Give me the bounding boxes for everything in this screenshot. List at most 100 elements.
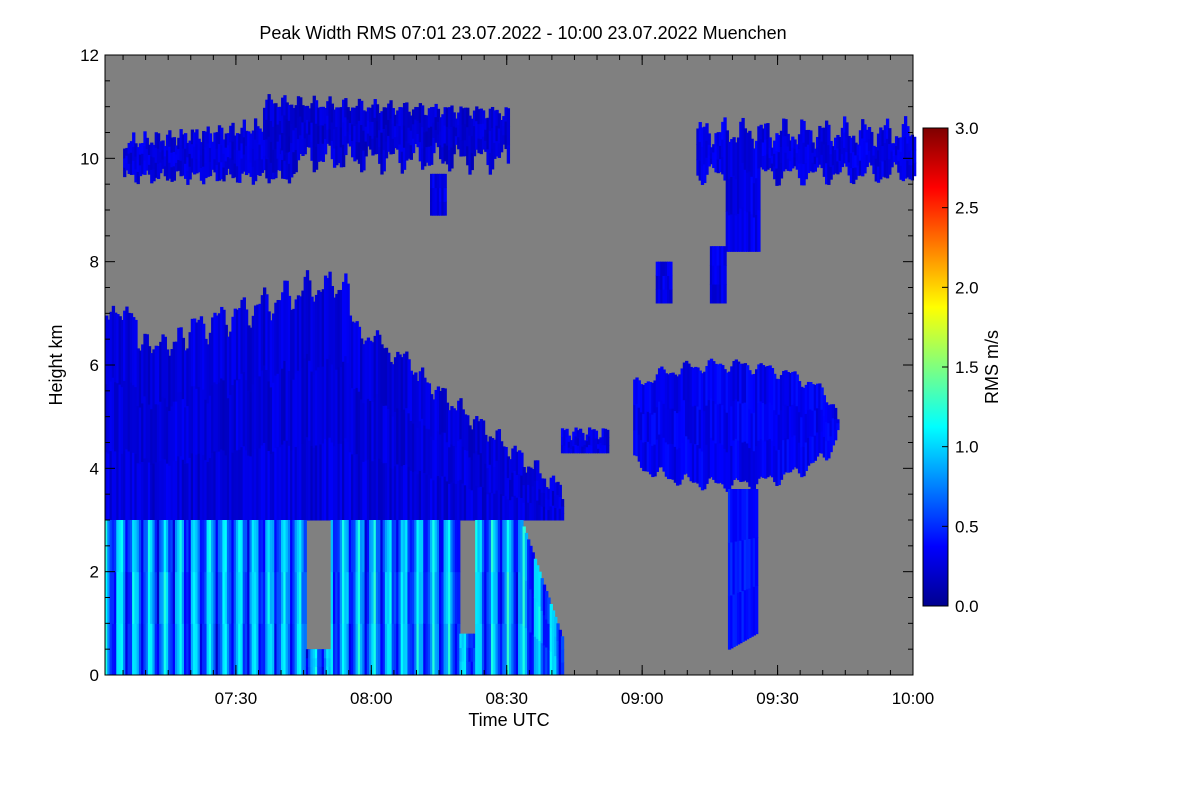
- cloud-mid-cell: [380, 344, 384, 404]
- altocumulus-cell: [655, 406, 659, 440]
- upper-cloud-east-cell: [791, 157, 795, 169]
- cloud-mid-cell: [387, 408, 391, 465]
- altocumulus-cell: [678, 410, 682, 449]
- cloud-mid-cell: [448, 410, 452, 448]
- boundary-layer-cell: [213, 571, 217, 624]
- boundary-layer-cell: [147, 571, 152, 624]
- boundary-layer-cell: [443, 520, 447, 573]
- upper-cloud-east-cell: [750, 213, 754, 252]
- upper-cloud-east-cell: [770, 147, 775, 156]
- altocumulus-cell: [777, 449, 781, 486]
- upper-cloud-center-cell: [454, 118, 459, 128]
- upper-cloud-center-cell: [269, 99, 274, 122]
- boundary-layer-cell: [533, 597, 538, 637]
- cloud-mid-cell: [150, 353, 154, 410]
- upper-cloud-east-cell: [707, 133, 711, 145]
- cloud-mid-cell: [341, 281, 346, 362]
- y-tick-label: 12: [80, 46, 99, 65]
- cloud-mid-cell: [183, 350, 188, 408]
- cloud-mid-cell: [170, 463, 174, 521]
- upper-cloud-west-cell: [141, 142, 145, 154]
- cloud-mid-cell: [292, 308, 296, 380]
- upper-cloud-west-cell: [256, 158, 260, 176]
- upper-cloud-east-cell: [703, 126, 707, 146]
- cloud-mid-cell: [258, 375, 262, 449]
- cloud-mid-cell: [312, 301, 316, 375]
- cloud-mid-cell: [488, 436, 492, 465]
- upper-cloud-east-cell: [834, 137, 838, 150]
- upper-cloud-center-cell: [269, 141, 274, 163]
- upper-cloud-center-cell: [400, 129, 404, 152]
- boundary-layer-cell: [497, 623, 502, 676]
- boundary-layer-cell: [199, 520, 204, 573]
- cloud-mid-cell: [247, 325, 251, 391]
- upper-cloud-west-cell: [229, 125, 233, 143]
- cloud-mid-cell: [445, 441, 450, 482]
- boundary-layer-cell: [461, 647, 465, 662]
- boundary-layer-cell: [439, 623, 443, 676]
- boundary-layer-cell: [188, 623, 192, 676]
- cloud-mid-cell: [226, 458, 231, 521]
- virga-cell: [739, 540, 743, 592]
- altocumulus-cell: [750, 412, 754, 452]
- boundary-layer-cell: [312, 666, 316, 676]
- boundary-layer-cell: [337, 520, 341, 573]
- upper-cloud-center-cell: [321, 106, 325, 126]
- upper-cloud-center-cell: [348, 134, 353, 147]
- cloud-mid-cell: [357, 326, 362, 392]
- upper-cloud-west-cell: [190, 129, 195, 145]
- upper-cloud-west-cell: [136, 159, 140, 172]
- upper-cloud-center-cell: [360, 148, 364, 173]
- altocumulus-cell: [804, 384, 808, 414]
- cloud-mid-cell: [339, 289, 344, 368]
- cloud-mid-cell: [156, 346, 161, 405]
- upper-cloud-center-cell: [355, 105, 359, 125]
- cloud-mid-cell: [391, 364, 395, 417]
- altocumulus-cell: [831, 431, 836, 446]
- boundary-layer-cell: [154, 571, 158, 624]
- boundary-layer-cell: [375, 520, 380, 573]
- boundary-layer-cell: [195, 623, 199, 676]
- upper-cloud-east-cell: [743, 210, 748, 252]
- boundary-layer-cell: [357, 623, 362, 676]
- upper-cloud-east-cell: [727, 214, 732, 252]
- upper-cloud-east-cell: [820, 141, 824, 155]
- altocumulus-cell: [707, 438, 711, 479]
- boundary-layer-cell: [125, 623, 129, 676]
- upper-cloud-west-cell: [168, 162, 172, 179]
- upper-cloud-west-cell: [278, 153, 283, 171]
- upper-cloud-center-cell: [396, 110, 400, 124]
- cloud-mid-cell: [495, 460, 499, 491]
- altocumulus-cell: [755, 407, 759, 447]
- isolated-cloud-cell: [709, 246, 714, 266]
- cloud-mid-tail: [594, 438, 599, 446]
- upper-cloud-west-cell: [204, 162, 208, 179]
- boundary-layer-cell: [463, 661, 468, 676]
- altocumulus-cell: [653, 444, 657, 477]
- boundary-layer-cell: [360, 571, 364, 624]
- altocumulus-cell: [784, 404, 788, 439]
- boundary-layer-cell: [177, 623, 181, 676]
- boundary-layer-cell: [274, 623, 278, 676]
- cloud-mid-cell: [484, 434, 488, 464]
- cloud-mid-cell: [208, 332, 213, 396]
- cloud-mid-cell: [402, 409, 407, 466]
- altocumulus-cell: [750, 451, 754, 491]
- upper-cloud-east-cell: [741, 162, 745, 208]
- upper-cloud-west-cell: [197, 149, 201, 162]
- altocumulus-cell: [815, 383, 820, 409]
- cloud-mid-cell: [430, 478, 434, 521]
- boundary-layer-cell: [265, 520, 269, 573]
- boundary-layer-cell: [310, 657, 314, 667]
- upper-cloud-east-cell: [802, 163, 806, 186]
- boundary-layer-cell: [373, 571, 377, 624]
- upper-cloud-east-cell: [861, 156, 865, 177]
- boundary-layer-cell: [154, 623, 158, 676]
- boundary-layer-cell: [109, 571, 113, 624]
- upper-cloud-east-cell: [903, 157, 908, 179]
- isolated-cloud-cell: [655, 261, 659, 276]
- upper-cloud-east-cell: [773, 166, 777, 180]
- upper-cloud-center-cell: [281, 132, 285, 151]
- altocumulus-cell: [800, 386, 804, 418]
- cloud-mid-cell: [481, 420, 486, 455]
